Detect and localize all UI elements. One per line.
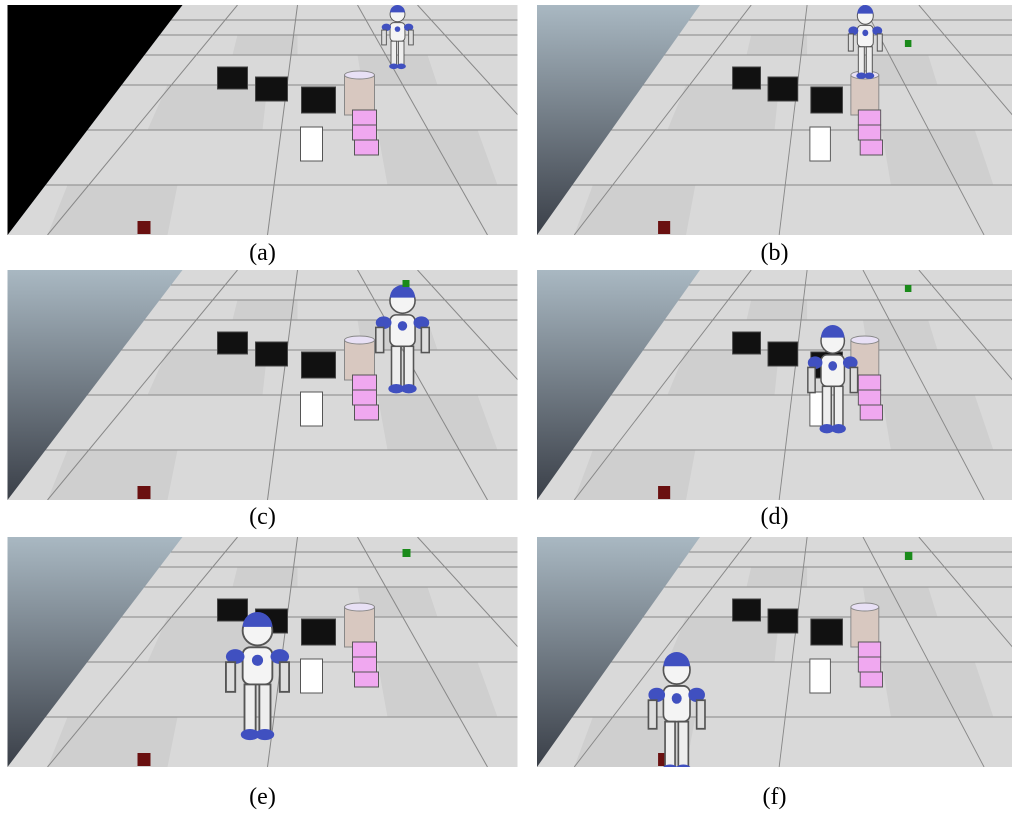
scene-panel (7, 270, 518, 500)
caption: (e) (7, 784, 518, 811)
caption: (f) (537, 784, 1012, 811)
scene-panel (7, 5, 518, 235)
figure: (a) (b) (c) (d) (e) (f) (0, 0, 1012, 840)
scene-panel (537, 5, 1012, 235)
scene-panel (537, 537, 1012, 767)
caption: (a) (7, 240, 518, 267)
scene-panel (537, 270, 1012, 500)
scene-panel (7, 537, 518, 767)
caption: (c) (7, 504, 518, 531)
caption: (d) (537, 504, 1012, 531)
caption: (b) (537, 240, 1012, 267)
